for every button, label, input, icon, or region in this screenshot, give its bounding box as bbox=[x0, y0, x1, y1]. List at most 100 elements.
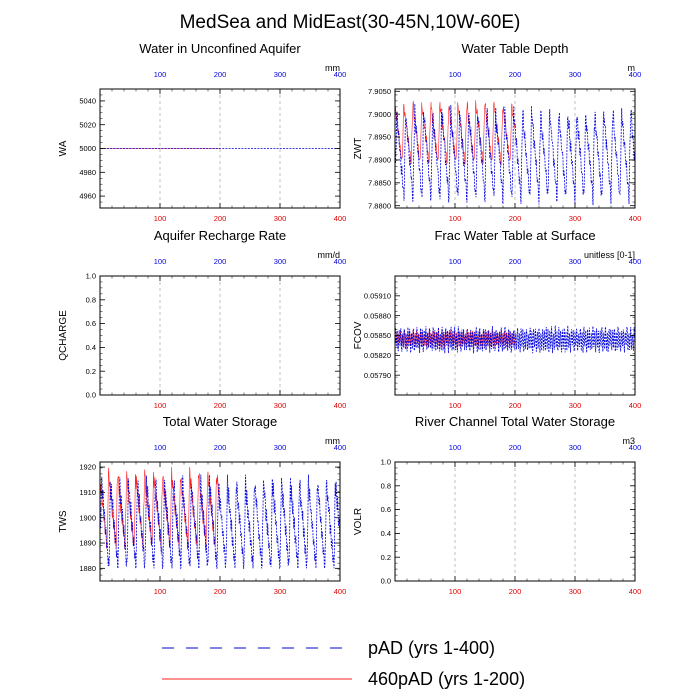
x-tick-label-bottom: 300 bbox=[274, 587, 287, 596]
y-axis-label: VOLR bbox=[353, 508, 364, 535]
series-line-pad bbox=[395, 103, 636, 206]
x-tick-label-bottom: 400 bbox=[334, 401, 347, 410]
panel-title: Water Table Depth bbox=[462, 41, 569, 56]
y-tick-label: 7.9000 bbox=[368, 110, 391, 119]
panel-title: Aquifer Recharge Rate bbox=[154, 228, 286, 243]
panel-units: m bbox=[628, 63, 636, 73]
x-tick-label-top: 400 bbox=[334, 443, 347, 452]
x-tick-label-top: 200 bbox=[214, 443, 227, 452]
y-tick-label: 0.8 bbox=[86, 295, 96, 304]
y-tick-label: 1.0 bbox=[86, 272, 96, 281]
panel-total-water-storage: Total Water Storage mm TWS 1880 1890 1900 1910… bbox=[58, 414, 346, 596]
x-tick-label-top: 100 bbox=[154, 443, 167, 452]
series-line-pad bbox=[100, 474, 341, 570]
y-tick-label: 1920 bbox=[79, 463, 96, 472]
y-tick-label: 1890 bbox=[79, 539, 96, 548]
x-tick-label-bottom: 100 bbox=[154, 214, 167, 223]
series-line-460pad bbox=[395, 100, 516, 166]
y-tick-label: 1900 bbox=[79, 513, 96, 522]
x-tick-label-bottom: 200 bbox=[214, 587, 227, 596]
x-tick-label-top: 100 bbox=[154, 257, 167, 266]
y-axis-label: TWS bbox=[58, 510, 69, 533]
y-tick-label: 4980 bbox=[79, 168, 96, 177]
x-tick-label-top: 200 bbox=[214, 257, 227, 266]
panel-units: mm bbox=[325, 63, 340, 73]
x-tick-label-bottom: 200 bbox=[214, 401, 227, 410]
y-tick-label: 5020 bbox=[79, 120, 96, 129]
x-tick-label-top: 400 bbox=[629, 257, 642, 266]
y-tick-label: 0.0 bbox=[381, 577, 391, 586]
x-tick-label-top: 300 bbox=[274, 443, 287, 452]
x-tick-label-bottom: 400 bbox=[629, 401, 642, 410]
x-tick-label-bottom: 200 bbox=[509, 401, 522, 410]
x-tick-label-top: 300 bbox=[569, 257, 582, 266]
series-line-pad bbox=[395, 325, 636, 354]
y-tick-label: 5040 bbox=[79, 97, 96, 106]
panel-water-table-depth: Water Table Depth m ZWT 7.8800 7.8850 7.8900 7… bbox=[353, 41, 641, 223]
y-tick-label: 0.6 bbox=[381, 505, 391, 514]
panel-title: Total Water Storage bbox=[163, 414, 277, 429]
x-tick-label-bottom: 100 bbox=[449, 401, 462, 410]
x-tick-label-top: 100 bbox=[449, 70, 462, 79]
y-axis-label: ZWT bbox=[353, 138, 364, 160]
x-tick-label-top: 300 bbox=[274, 70, 287, 79]
x-tick-label-bottom: 300 bbox=[274, 401, 287, 410]
y-tick-label: 0.05820 bbox=[364, 351, 391, 360]
y-tick-label: 7.8950 bbox=[368, 133, 391, 142]
y-tick-label: 1910 bbox=[79, 488, 96, 497]
y-tick-label: 7.8800 bbox=[368, 201, 391, 210]
x-tick-label-top: 300 bbox=[569, 443, 582, 452]
panel-units: mm bbox=[325, 436, 340, 446]
x-tick-label-top: 200 bbox=[509, 257, 522, 266]
x-tick-label-bottom: 200 bbox=[214, 214, 227, 223]
x-tick-label-bottom: 300 bbox=[569, 401, 582, 410]
x-tick-label-top: 100 bbox=[449, 443, 462, 452]
y-axis-label: QCHARGE bbox=[58, 310, 69, 361]
x-tick-label-bottom: 200 bbox=[509, 214, 522, 223]
x-tick-label-bottom: 400 bbox=[334, 587, 347, 596]
x-tick-label-bottom: 100 bbox=[154, 587, 167, 596]
x-tick-label-top: 400 bbox=[334, 70, 347, 79]
y-tick-label: 7.8900 bbox=[368, 156, 391, 165]
y-tick-label: 0.05850 bbox=[364, 331, 391, 340]
x-tick-label-top: 300 bbox=[274, 257, 287, 266]
x-tick-label-top: 400 bbox=[629, 70, 642, 79]
x-tick-label-bottom: 300 bbox=[569, 587, 582, 596]
x-tick-label-bottom: 300 bbox=[274, 214, 287, 223]
x-tick-label-bottom: 200 bbox=[509, 587, 522, 596]
y-tick-label: 0.05910 bbox=[364, 291, 391, 300]
y-tick-label: 0.2 bbox=[381, 553, 391, 562]
x-tick-label-bottom: 400 bbox=[629, 587, 642, 596]
y-axis-label: WA bbox=[58, 140, 69, 156]
y-tick-label: 0.8 bbox=[381, 481, 391, 490]
panel-units: mm/d bbox=[318, 250, 341, 260]
x-tick-label-top: 100 bbox=[449, 257, 462, 266]
panel-title: River Channel Total Water Storage bbox=[415, 414, 615, 429]
x-tick-label-top: 200 bbox=[509, 70, 522, 79]
panel-river-channel-total-water-storage: River Channel Total Water Storage m3 VOLR 0… bbox=[353, 414, 641, 596]
y-axis-label: FCOV bbox=[353, 321, 364, 349]
x-tick-label-bottom: 300 bbox=[569, 214, 582, 223]
y-tick-label: 0.05880 bbox=[364, 311, 391, 320]
x-tick-label-top: 200 bbox=[509, 443, 522, 452]
x-tick-label-bottom: 100 bbox=[449, 587, 462, 596]
panel-water-in-unconfined-aquifer: Water in Unconfined Aquifer mm WA 4960 4980 5… bbox=[58, 41, 346, 223]
panel-title: Water in Unconfined Aquifer bbox=[139, 41, 301, 56]
panel-aquifer-recharge-rate: Aquifer Recharge Rate mm/d QCHARGE 0.0 0.2 0.… bbox=[58, 228, 346, 410]
y-tick-label: 1.0 bbox=[381, 458, 391, 467]
y-tick-label: 0.2 bbox=[86, 367, 96, 376]
legend: pAD (yrs 1-400) 460pAD (yrs 1-200) bbox=[162, 638, 525, 689]
x-tick-label-top: 400 bbox=[334, 257, 347, 266]
legend-label-460pad: 460pAD (yrs 1-200) bbox=[368, 669, 525, 689]
plot-frame bbox=[99, 275, 341, 396]
y-tick-label: 0.4 bbox=[381, 529, 391, 538]
y-tick-label: 5000 bbox=[79, 144, 96, 153]
panel-title: Frac Water Table at Surface bbox=[434, 228, 595, 243]
x-tick-label-top: 400 bbox=[629, 443, 642, 452]
y-tick-label: 0.05790 bbox=[364, 371, 391, 380]
plot-frame bbox=[394, 461, 636, 582]
y-tick-label: 0.4 bbox=[86, 343, 96, 352]
figure-title: MedSea and MidEast(30-45N,10W-60E) bbox=[180, 12, 521, 33]
x-tick-label-top: 100 bbox=[154, 70, 167, 79]
